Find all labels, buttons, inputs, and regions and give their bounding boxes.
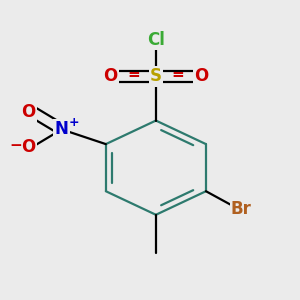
- Text: =: =: [128, 67, 140, 82]
- Text: −: −: [10, 138, 22, 153]
- Text: S: S: [150, 68, 162, 85]
- Text: Cl: Cl: [147, 31, 165, 49]
- Text: O: O: [103, 68, 117, 85]
- Text: =: =: [172, 67, 184, 82]
- Text: O: O: [22, 138, 36, 156]
- Text: O: O: [22, 103, 36, 121]
- Text: O: O: [194, 68, 209, 85]
- Text: +: +: [69, 116, 79, 128]
- Text: Br: Br: [231, 200, 252, 218]
- Text: N: N: [55, 120, 69, 138]
